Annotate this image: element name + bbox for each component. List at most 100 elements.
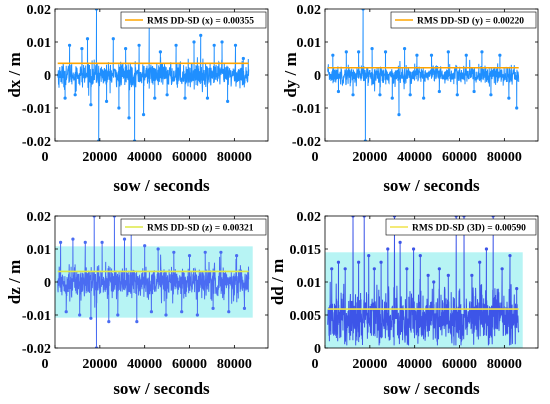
data-point xyxy=(515,287,519,291)
data-point xyxy=(127,116,131,120)
y-tick-label: 0 xyxy=(314,342,321,357)
x-tick-label: 40000 xyxy=(127,150,162,165)
data-point xyxy=(211,306,215,310)
data-point xyxy=(242,306,247,310)
data-point xyxy=(141,113,146,117)
data-point xyxy=(104,99,109,103)
data-point xyxy=(73,93,77,97)
data-point xyxy=(100,240,104,244)
legend-label: RMS DD-SD (z) = 0.00321 xyxy=(147,223,254,234)
data-point xyxy=(437,267,441,271)
data-point xyxy=(489,93,493,97)
data-point xyxy=(418,254,422,258)
data-point xyxy=(379,260,383,264)
legend-label: RMS DD-SD (3D) = 0.00590 xyxy=(412,223,526,234)
x-tick-label: 0 xyxy=(312,357,319,372)
panel-dy: -0.02 -0.01 0 0.01 0.02 0 20000 40000 60000 80000… xyxy=(281,3,539,195)
x-tick-label: 20000 xyxy=(352,150,387,165)
data-point xyxy=(89,103,93,107)
residual-trace xyxy=(327,216,520,346)
data-point xyxy=(397,113,401,117)
data-point xyxy=(135,320,139,324)
data-point xyxy=(203,250,207,254)
x-tick-label: 20000 xyxy=(82,357,117,372)
data-point xyxy=(111,37,115,41)
data-point xyxy=(500,267,504,271)
data-point xyxy=(508,254,512,258)
data-point xyxy=(85,37,90,41)
x-tick-label: 40000 xyxy=(397,150,432,165)
residual-trace xyxy=(57,9,250,141)
panel-dx: -0.02 -0.01 0 0.01 0.02 0 20000 40000 60000 80000… xyxy=(5,3,269,195)
data-point xyxy=(484,247,489,251)
data-point xyxy=(351,93,355,97)
plot-content xyxy=(55,216,253,348)
y-tick-label: 0 xyxy=(314,69,321,84)
data-point xyxy=(464,53,468,57)
data-point xyxy=(432,280,436,284)
data-point xyxy=(336,89,341,94)
data-point xyxy=(446,273,450,277)
data-point xyxy=(331,53,335,57)
y-axis-label: dd / m xyxy=(268,259,287,305)
data-point xyxy=(195,313,199,317)
data-point xyxy=(156,247,160,251)
data-point xyxy=(390,96,394,100)
data-point xyxy=(415,53,419,57)
data-point xyxy=(437,89,441,94)
data-point xyxy=(402,47,407,51)
y-tick-label: 0.02 xyxy=(27,3,52,18)
data-point xyxy=(64,310,68,314)
data-point xyxy=(470,273,474,277)
data-point xyxy=(455,93,459,97)
data-point xyxy=(344,50,348,54)
x-tick-label: 60000 xyxy=(442,357,477,372)
data-point xyxy=(378,93,382,97)
data-point xyxy=(235,254,239,258)
data-point xyxy=(67,43,72,47)
y-tick-label: 0.01 xyxy=(297,36,322,51)
y-tick-label: -0.02 xyxy=(22,342,51,357)
data-point xyxy=(164,313,168,317)
x-tick-label: 60000 xyxy=(442,150,477,165)
x-tick-label: 20000 xyxy=(82,150,117,165)
plot-content xyxy=(57,9,250,141)
y-tick-label: 0.01 xyxy=(297,276,322,291)
data-point xyxy=(59,240,63,244)
legend-box xyxy=(120,218,267,236)
data-point xyxy=(63,96,67,100)
data-point xyxy=(124,47,128,51)
x-tick-label: 40000 xyxy=(397,357,432,372)
data-point xyxy=(143,244,147,248)
y-tick-label: -0.01 xyxy=(292,102,321,117)
y-axis-label: dx / m xyxy=(5,52,24,97)
data-point xyxy=(107,320,111,324)
y-tick-label: 0.015 xyxy=(290,243,322,258)
plot-content xyxy=(327,9,520,141)
x-tick-label: 40000 xyxy=(127,357,162,372)
data-point xyxy=(411,247,416,251)
data-point xyxy=(205,96,210,100)
data-point xyxy=(71,237,75,241)
data-point xyxy=(219,250,223,254)
data-point xyxy=(199,33,203,38)
legend-label: RMS DD-SD (x) = 0.00355 xyxy=(147,16,254,27)
legend-label: RMS DD-SD (y) = 0.00220 xyxy=(417,16,524,27)
data-point xyxy=(383,50,388,54)
x-tick-label: 0 xyxy=(42,150,49,165)
x-axis-label: sow / seconds xyxy=(383,379,480,398)
x-axis-label: sow / seconds xyxy=(113,176,210,195)
data-point xyxy=(446,50,450,54)
legend-box xyxy=(385,218,537,236)
x-tick-label: 0 xyxy=(42,357,49,372)
y-axis-label: dz / m xyxy=(5,260,24,304)
data-point xyxy=(117,106,121,110)
data-point xyxy=(226,99,230,103)
panel-dz: -0.02 -0.01 0 0.01 0.02 0 20000 40000 60000 80000… xyxy=(5,210,269,398)
data-point xyxy=(172,250,176,254)
legend-box xyxy=(120,11,267,29)
data-point xyxy=(89,316,93,320)
data-point xyxy=(372,267,376,271)
x-axis-label: sow / seconds xyxy=(113,379,210,398)
